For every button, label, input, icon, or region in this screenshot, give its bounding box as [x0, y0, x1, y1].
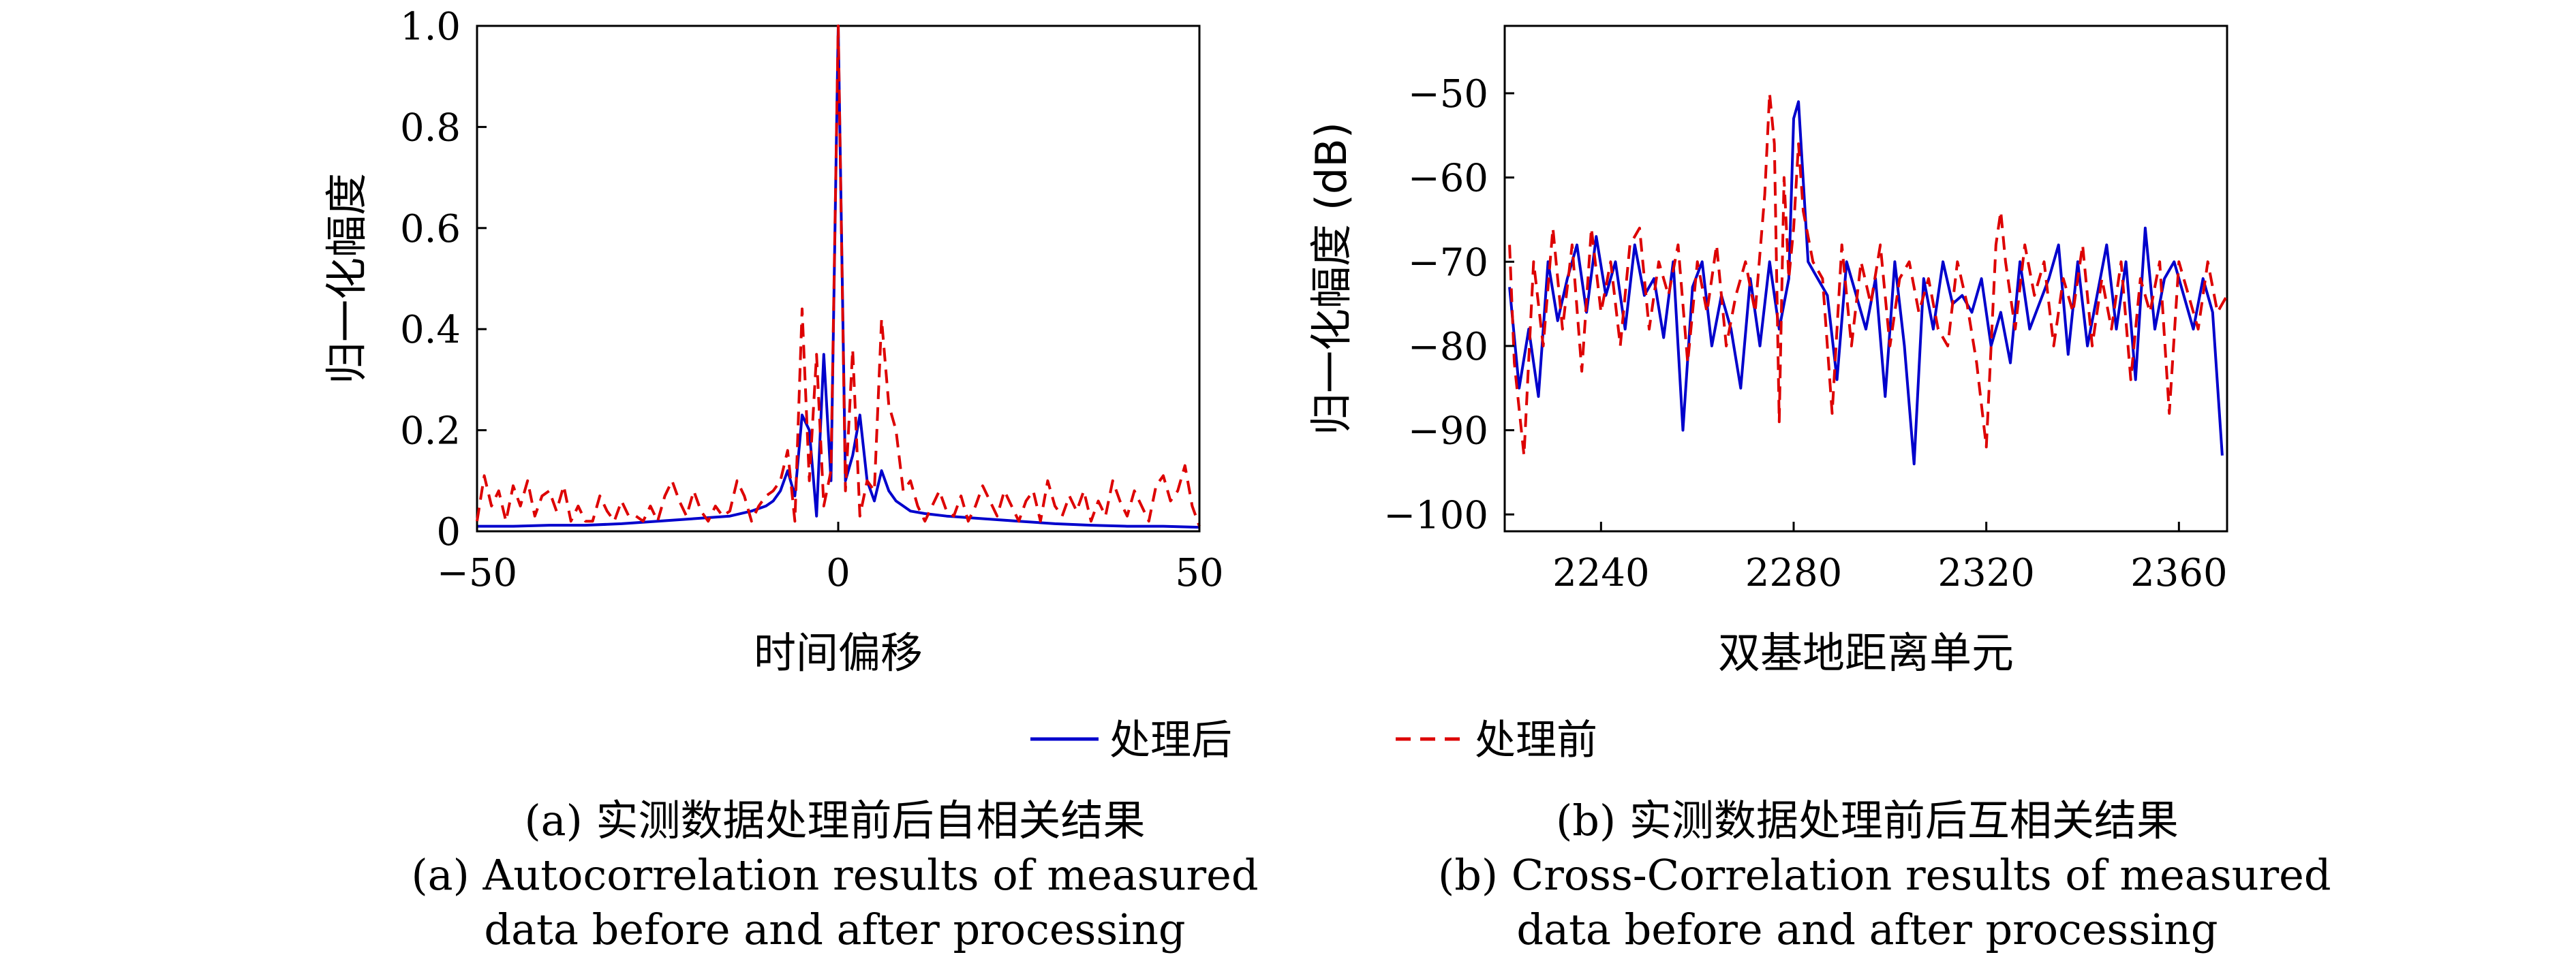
- caption-a-en-line1: (a) Autocorrelation results of measured: [411, 850, 1259, 900]
- x-tick-label: 0: [826, 551, 850, 595]
- y-tick-label: −50: [1408, 72, 1488, 116]
- series-line-before: [476, 25, 1201, 527]
- y-axis-label: 归一化幅度: [322, 173, 371, 384]
- caption-a-zh: (a) 实测数据处理前后自相关结果: [524, 796, 1146, 845]
- caption-a: (a) 实测数据处理前后自相关结果 (a) Autocorrelation re…: [409, 794, 1261, 957]
- plot-frame: [1503, 25, 2228, 533]
- caption-b-en-line1: (b) Cross-Correlation results of measure…: [1438, 850, 2331, 900]
- y-tick-label: 1.0: [400, 5, 461, 49]
- legend-before-label: 处理前: [1475, 717, 1597, 764]
- x-tick-label: 50: [1175, 551, 1223, 595]
- y-tick-label: −60: [1408, 157, 1488, 201]
- series-line-after: [1508, 100, 2224, 466]
- x-tick-label: −50: [437, 551, 517, 595]
- caption-b: (b) 实测数据处理前后互相关结果 (b) Cross-Correlation …: [1438, 794, 2331, 957]
- y-tick-label: −70: [1408, 240, 1488, 285]
- y-tick-label: 0.8: [400, 106, 461, 150]
- x-tick-label: 2280: [1745, 551, 1843, 595]
- y-tick-label: −90: [1408, 409, 1488, 454]
- y-tick-label: −80: [1408, 325, 1488, 369]
- x-tick-label: 2240: [1552, 551, 1650, 595]
- cross-correlation-chart: 2240 2280 2320 2360 −100 −90 −80 −70 −60 −50 双基地距离…: [1306, 25, 2228, 678]
- caption-b-en-line2: data before and after processing: [1516, 905, 2218, 954]
- caption-b-zh: (b) 实测数据处理前后互相关结果: [1556, 796, 2179, 845]
- y-tick-label: 0: [436, 510, 461, 554]
- y-axis-label: 归一化幅度 (dB): [1306, 122, 1356, 435]
- x-axis-label: 双基地距离单元: [1718, 628, 2014, 678]
- x-tick-label: 2320: [1937, 551, 2035, 595]
- legend-after-label: 处理后: [1109, 717, 1232, 764]
- y-tick-label: 0.6: [400, 207, 461, 251]
- series-line-before: [1508, 91, 2228, 457]
- y-tick-label: −100: [1383, 493, 1488, 537]
- legend: 处理后 处理前: [1030, 717, 1597, 764]
- x-axis-label: 时间偏移: [754, 628, 923, 678]
- y-tick-label: 0.4: [400, 308, 461, 352]
- x-tick-label: 2360: [2130, 551, 2228, 595]
- caption-a-en-line2: data before and after processing: [484, 905, 1186, 954]
- y-tick-label: 0.2: [400, 409, 461, 454]
